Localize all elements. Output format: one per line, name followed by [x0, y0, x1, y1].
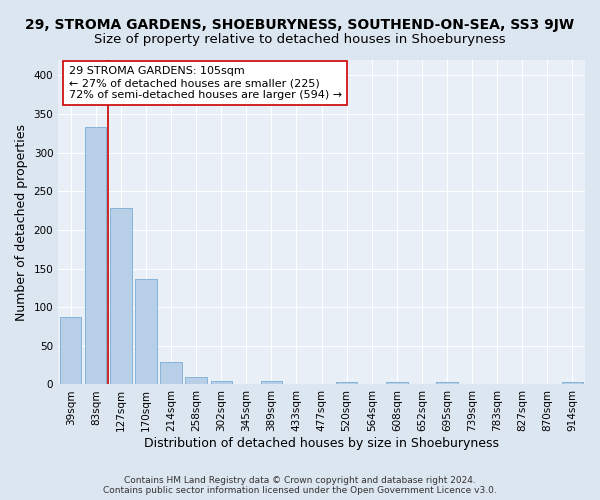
Bar [386, 382, 407, 384]
Bar [60, 317, 82, 384]
Bar [110, 208, 131, 384]
Text: 29 STROMA GARDENS: 105sqm
← 27% of detached houses are smaller (225)
72% of semi: 29 STROMA GARDENS: 105sqm ← 27% of detac… [69, 66, 342, 100]
Text: Size of property relative to detached houses in Shoeburyness: Size of property relative to detached ho… [94, 32, 506, 46]
Bar [185, 376, 207, 384]
Text: Contains HM Land Registry data © Crown copyright and database right 2024.
Contai: Contains HM Land Registry data © Crown c… [103, 476, 497, 495]
Bar [85, 127, 106, 384]
Y-axis label: Number of detached properties: Number of detached properties [15, 124, 28, 320]
Bar [160, 362, 182, 384]
Bar [136, 280, 157, 384]
X-axis label: Distribution of detached houses by size in Shoeburyness: Distribution of detached houses by size … [144, 437, 499, 450]
Bar [261, 380, 282, 384]
Bar [211, 380, 232, 384]
Bar [562, 382, 583, 384]
Bar [336, 382, 358, 384]
Text: 29, STROMA GARDENS, SHOEBURYNESS, SOUTHEND-ON-SEA, SS3 9JW: 29, STROMA GARDENS, SHOEBURYNESS, SOUTHE… [25, 18, 575, 32]
Bar [436, 382, 458, 384]
